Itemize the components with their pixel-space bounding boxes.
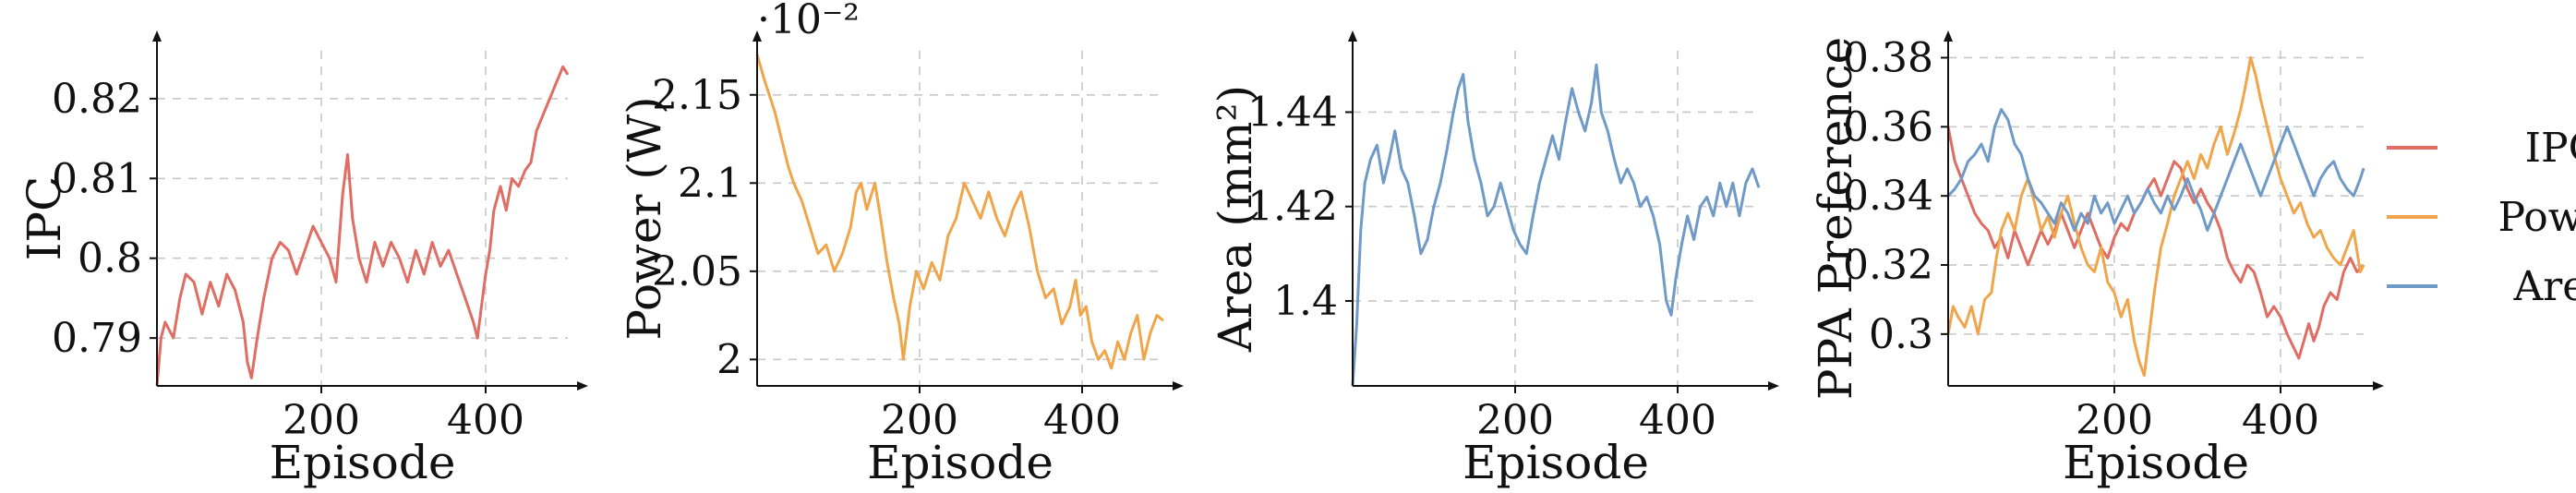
y-axis-label: IPC <box>18 176 71 261</box>
x-axis-label: Episode <box>2063 436 2249 489</box>
x-axis-label: Episode <box>867 436 1053 489</box>
x-tick-label: 200 <box>1476 397 1554 444</box>
y-tick-label: 2.15 <box>652 72 742 119</box>
x-axis-arrow <box>2373 381 2384 391</box>
y-axis-arrow <box>1944 30 1953 42</box>
y-tick-label: 2 <box>716 336 742 383</box>
series-line-main <box>1351 63 1761 387</box>
y-tick-label: 1.44 <box>1247 89 1338 136</box>
x-tick-label: 200 <box>881 397 958 444</box>
x-axis-arrow <box>577 381 588 391</box>
chart-panel-1: 200 400 0.79 0.8 0.81 0.82 Episode IPC <box>18 30 588 489</box>
x-axis-label: Episode <box>1463 436 1649 489</box>
legend-label-area: Area <box>2512 263 2576 310</box>
x-tick-label: 200 <box>2076 397 2153 444</box>
y-tick-label: 0.3 <box>1869 311 1933 358</box>
series-line-area <box>1946 108 2365 233</box>
chart-panel-2: 200 400 2 2.05 2.1 2.15 Episode Power (W) ·10⁻² <box>618 0 1184 489</box>
chart-panel-3: 200 400 1.4 1.42 1.44 Episode Area (mm²) <box>1209 30 1779 489</box>
x-axis-label: Episode <box>270 436 456 489</box>
x-tick-label: 400 <box>2242 397 2319 444</box>
axis-multiplier: ·10⁻² <box>757 0 860 43</box>
y-tick-label: 0.8 <box>78 235 142 283</box>
y-axis-arrow <box>152 30 162 42</box>
x-axis-arrow <box>1768 381 1779 391</box>
y-tick-label: 1.42 <box>1247 184 1338 231</box>
y-tick-label: 0.81 <box>52 155 142 202</box>
y-tick-label: 0.79 <box>52 315 142 362</box>
x-tick-label: 400 <box>1639 397 1716 444</box>
x-axis-arrow <box>1173 381 1184 391</box>
series-line-ipc <box>1946 126 2365 360</box>
legend-label-power: Power <box>2498 194 2576 241</box>
legend-label-ipc: IPC <box>2525 125 2576 172</box>
x-tick-label: 400 <box>447 397 524 444</box>
y-axis-arrow <box>1348 30 1357 42</box>
legend: IPC Power Area <box>2387 125 2576 310</box>
y-tick-label: 2.1 <box>678 160 742 207</box>
chart-panel-4: 200 400 0.3 0.32 0.34 0.36 0.38 Episode PPA Pref… <box>1809 30 2576 489</box>
y-tick-label: 1.4 <box>1273 278 1338 325</box>
series-line-main <box>155 65 570 387</box>
y-tick-label: 0.38 <box>1843 34 1933 81</box>
x-tick-label: 400 <box>1043 397 1121 444</box>
y-axis-label: Area (mm²) <box>1209 85 1262 353</box>
series-line-power <box>1946 56 2365 378</box>
x-tick-label: 200 <box>283 397 360 444</box>
y-axis-arrow <box>752 30 762 42</box>
y-tick-label: 0.34 <box>1843 173 1933 220</box>
y-axis-label: Power (W) <box>618 96 671 340</box>
y-tick-label: 0.32 <box>1843 242 1933 289</box>
y-tick-label: 2.05 <box>652 248 742 295</box>
y-tick-label: 0.36 <box>1843 103 1933 150</box>
y-axis-label: PPA Preference <box>1809 37 1862 400</box>
y-tick-label: 0.82 <box>52 76 142 123</box>
series-line-main <box>755 54 1164 370</box>
